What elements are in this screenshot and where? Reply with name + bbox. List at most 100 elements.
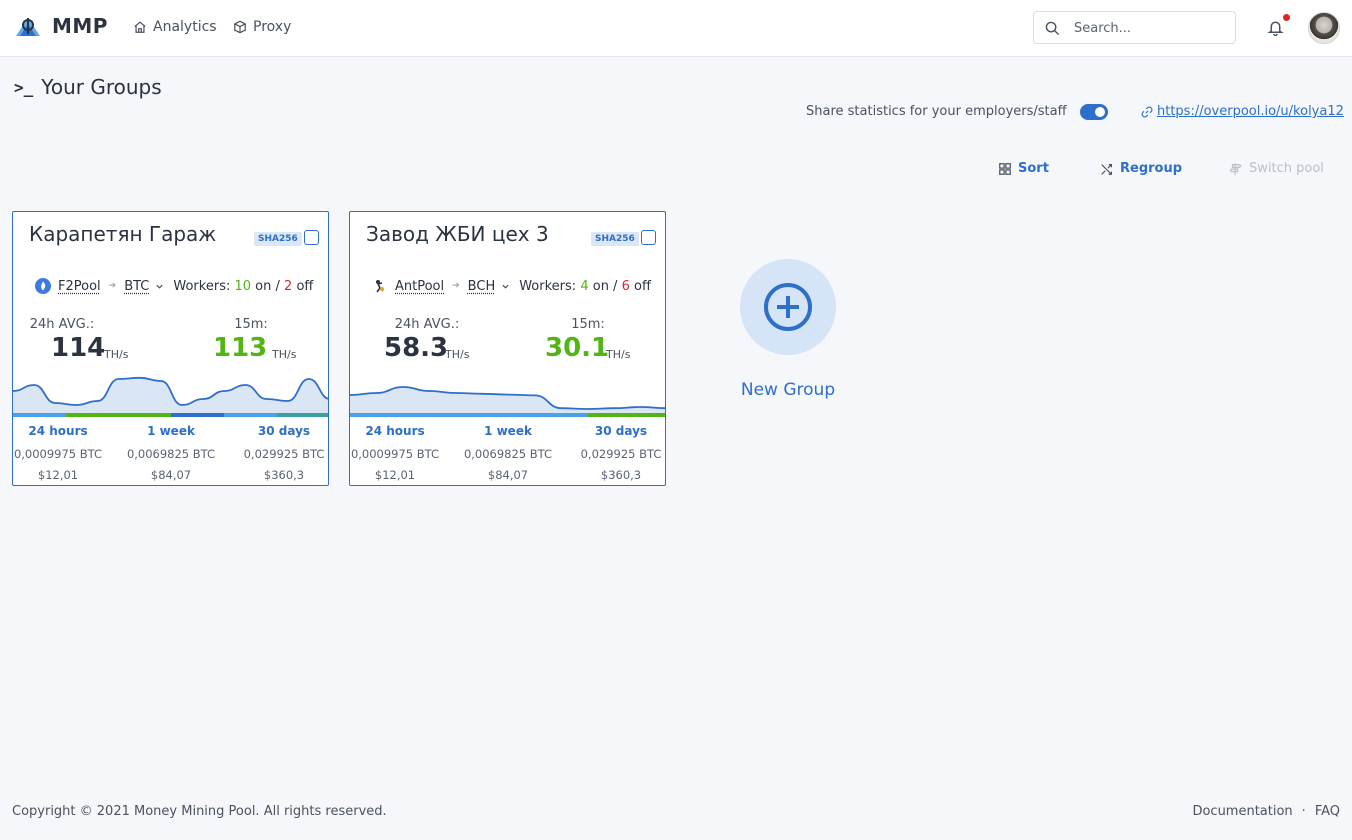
switch-pool-label: Switch pool: [1249, 161, 1324, 176]
share-stats-toggle[interactable]: [1080, 104, 1108, 120]
earnings-1w-usd: $84,07: [150, 468, 192, 482]
nav-proxy[interactable]: Proxy: [233, 19, 291, 35]
plus-circle-icon: [764, 283, 812, 331]
shuffle-icon: [1101, 163, 1112, 175]
documentation-link[interactable]: Documentation: [1192, 804, 1293, 819]
recent-hashrate-unit: TH/s: [606, 348, 631, 361]
period-bar-segment: [277, 413, 328, 417]
sort-label: Sort: [1018, 161, 1049, 176]
group-select-checkbox[interactable]: [641, 230, 656, 245]
workers-off-label: off: [296, 278, 314, 294]
avg-hashrate-value: 114: [51, 333, 106, 363]
f2pool-icon: [35, 278, 51, 294]
period-1w-tab[interactable]: 1 week: [484, 424, 532, 438]
sparkline-area: [13, 377, 328, 416]
avg-hashrate-unit: TH/s: [445, 348, 470, 361]
coin-name-link[interactable]: BCH: [467, 278, 496, 294]
period-bar-segment: [224, 413, 278, 417]
group-name: Карапетян Гараж: [29, 222, 217, 246]
regroup-button[interactable]: Regroup: [1100, 161, 1182, 176]
group-select-checkbox[interactable]: [304, 230, 319, 245]
sparkline-area: [350, 387, 665, 416]
earnings-1w-btc: 0,0069825 BTC: [463, 447, 553, 461]
mmp-logo-icon[interactable]: [14, 14, 42, 38]
earnings-24h-usd: $12,01: [374, 468, 416, 482]
share-link-text: https://overpool.io/u/kolya12: [1157, 104, 1344, 119]
home-icon: [134, 21, 146, 33]
link-icon: [1141, 106, 1153, 117]
nav-analytics-label: Analytics: [153, 19, 217, 35]
workers-online-count: 4: [580, 278, 589, 294]
recent-hashrate-unit: TH/s: [272, 348, 297, 361]
sparkline-line: [13, 376, 328, 406]
workers-online-count: 10: [234, 278, 252, 294]
nav-proxy-label: Proxy: [253, 19, 292, 35]
period-color-bar: [13, 413, 328, 417]
grid-icon: [999, 162, 1011, 175]
period-24h-tab[interactable]: 24 hours: [28, 424, 88, 438]
period-1w-tab[interactable]: 1 week: [147, 424, 195, 438]
workers-on-label: on /: [255, 278, 280, 294]
earnings-30d-btc: 0,029925 BTC: [243, 447, 325, 461]
footer-copyright: Copyright © 2021 Money Mining Pool. All …: [12, 804, 387, 819]
faq-link[interactable]: FAQ: [1314, 804, 1340, 819]
recent-hashrate-value: 30.1: [545, 333, 610, 363]
new-group-button[interactable]: [740, 259, 836, 355]
earnings-30d-usd: $360,3: [600, 468, 642, 482]
cube-icon: [234, 20, 246, 34]
toggle-knob: [1095, 107, 1105, 117]
workers-offline-count: 6: [621, 278, 630, 294]
pool-name-link[interactable]: F2Pool: [58, 278, 101, 294]
period-bar-segment: [587, 413, 665, 417]
algorithm-badge: SHA256: [591, 232, 639, 246]
period-24h-tab[interactable]: 24 hours: [365, 424, 425, 438]
top-header: MMP Analytics Proxy: [0, 0, 1352, 57]
period-bar-segment: [171, 413, 225, 417]
coin-name-link[interactable]: BTC: [124, 278, 150, 294]
regroup-label: Regroup: [1120, 161, 1183, 176]
recent-hashrate-label: 15m:: [571, 317, 605, 332]
period-30d-tab[interactable]: 30 days: [257, 424, 311, 438]
share-link[interactable]: https://overpool.io/u/kolya12: [1141, 104, 1344, 119]
earnings-30d-btc: 0,029925 BTC: [580, 447, 662, 461]
footer-links: Documentation · FAQ: [1192, 804, 1340, 819]
workers-on-label: on /: [592, 278, 618, 294]
arrow-right-icon: ➔: [452, 281, 460, 291]
user-avatar[interactable]: [1308, 12, 1340, 44]
avg-hashrate-unit: TH/s: [104, 348, 129, 361]
search-input[interactable]: [1074, 18, 1224, 38]
earnings-30d-usd: $360,3: [263, 468, 305, 482]
group-card[interactable]: Завод ЖБИ цех 3 SHA256 AntPool ➔ BCH Wor…: [349, 211, 666, 486]
period-bar-segment: [118, 413, 172, 417]
period-30d-tab[interactable]: 30 days: [594, 424, 648, 438]
brand-name[interactable]: MMP: [52, 14, 108, 38]
group-card[interactable]: Карапетян Гараж SHA256 F2Pool ➔ BTC Work…: [12, 211, 329, 486]
period-bar-segment: [429, 413, 509, 417]
new-group-label[interactable]: New Group: [740, 380, 836, 400]
workers-offline-count: 2: [284, 278, 293, 294]
period-bar-segment: [13, 413, 66, 417]
period-bar-segment: [350, 413, 430, 417]
antpool-icon: [376, 280, 384, 293]
sparkline-line: [350, 386, 665, 410]
nav-analytics[interactable]: Analytics: [133, 19, 217, 35]
group-name: Завод ЖБИ цех 3: [366, 222, 549, 246]
pool-info-row: AntPool ➔ BCH Workers: 4 on / 6 off: [372, 278, 651, 294]
pool-name-link[interactable]: AntPool: [395, 278, 445, 294]
recent-hashrate-value: 113: [213, 333, 268, 363]
footer-separator: ·: [1301, 804, 1306, 819]
search-icon: [1045, 21, 1060, 36]
sort-button[interactable]: Sort: [998, 161, 1049, 176]
page-title: >_ Your Groups: [14, 75, 162, 99]
period-color-bar: [350, 413, 665, 417]
terminal-prompt-icon: >_: [14, 77, 34, 97]
earnings-24h-usd: $12,01: [37, 468, 79, 482]
search-box: [1033, 11, 1236, 44]
switch-pool-button[interactable]: Switch pool: [1229, 161, 1324, 176]
chevron-down-icon[interactable]: [155, 282, 164, 291]
bell-icon[interactable]: [1267, 19, 1284, 36]
avg-hashrate-label: 24h AVG.:: [29, 317, 95, 332]
earnings-24h-btc: 0,0009975 BTC: [13, 447, 103, 461]
workers-off-label: off: [634, 278, 651, 294]
chevron-down-icon[interactable]: [501, 282, 510, 291]
